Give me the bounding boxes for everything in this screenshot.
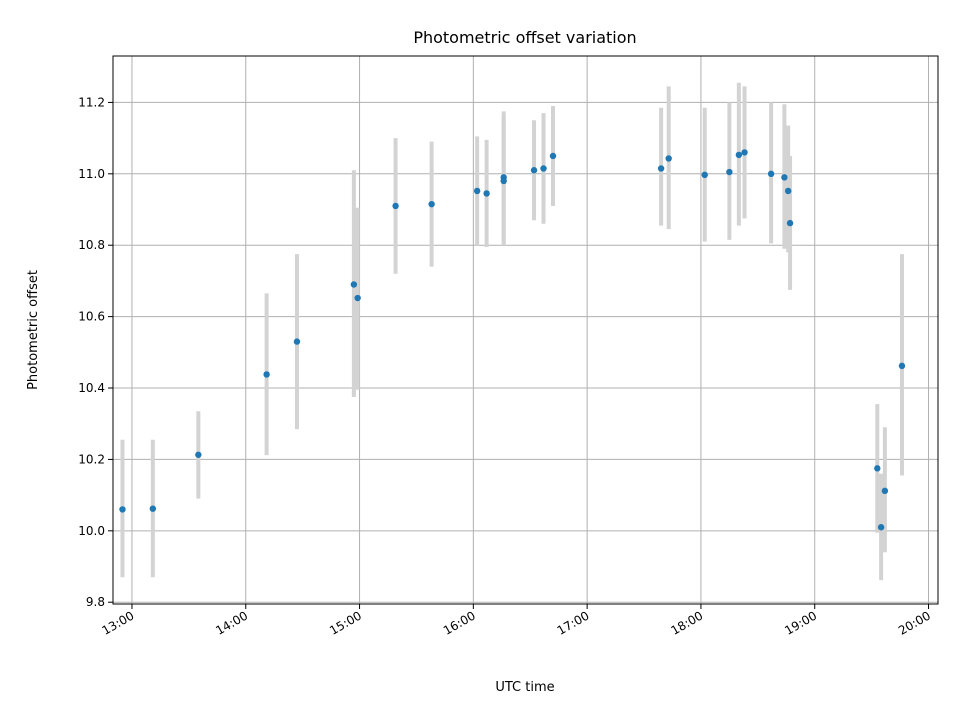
data-point [540, 165, 547, 172]
data-point [781, 174, 788, 181]
error-bars [120, 82, 904, 581]
chart-title: Photometric offset variation [413, 28, 636, 47]
y-tick-label: 10.6 [78, 310, 105, 324]
x-tick-label: 13:00 [100, 608, 137, 637]
y-tick-label: 11.0 [78, 167, 105, 181]
data-point [473, 187, 481, 195]
data-point [530, 167, 538, 174]
data-point [657, 165, 665, 172]
data-point [149, 505, 157, 512]
y-tick-label: 10.0 [78, 524, 105, 538]
data-point [428, 200, 435, 208]
x-tick-label: 19:00 [782, 608, 819, 637]
x-tick-label: 16:00 [441, 608, 478, 637]
data-point [726, 168, 733, 176]
x-tick-label: 17:00 [555, 608, 592, 637]
data-point [119, 506, 126, 513]
plot-frame [112, 55, 939, 605]
data-point [350, 281, 358, 288]
data-point [786, 219, 794, 227]
x-tick-label: 18:00 [668, 608, 705, 637]
y-tick-label: 9.8 [86, 595, 105, 609]
data-point [483, 190, 490, 197]
data-point [195, 451, 202, 458]
data-point [735, 151, 743, 159]
data-point [500, 177, 507, 185]
data-point [881, 487, 889, 495]
x-tick-label: 14:00 [213, 608, 250, 637]
data-points [119, 149, 906, 531]
data-point [665, 155, 672, 162]
y-tick-label: 10.8 [78, 238, 105, 252]
data-point [293, 338, 301, 345]
y-tick-label: 11.2 [78, 95, 105, 109]
data-point [784, 187, 792, 195]
data-point [877, 524, 885, 531]
y-axis-label: Photometric offset [26, 270, 41, 390]
y-tick-label: 10.2 [78, 452, 105, 466]
data-point [874, 465, 881, 472]
x-tick-label: 20:00 [896, 608, 933, 637]
data-point [741, 149, 748, 156]
x-axis-label: UTC time [495, 680, 554, 695]
y-tick-label: 10.4 [78, 381, 105, 395]
data-point [767, 170, 775, 178]
data-point [392, 202, 399, 210]
data-point [263, 371, 270, 378]
data-point [701, 171, 708, 179]
grid-lines [113, 56, 938, 604]
data-point [898, 362, 906, 370]
x-tick-label: 15:00 [327, 608, 364, 637]
data-point [549, 152, 557, 160]
data-point [354, 294, 361, 302]
